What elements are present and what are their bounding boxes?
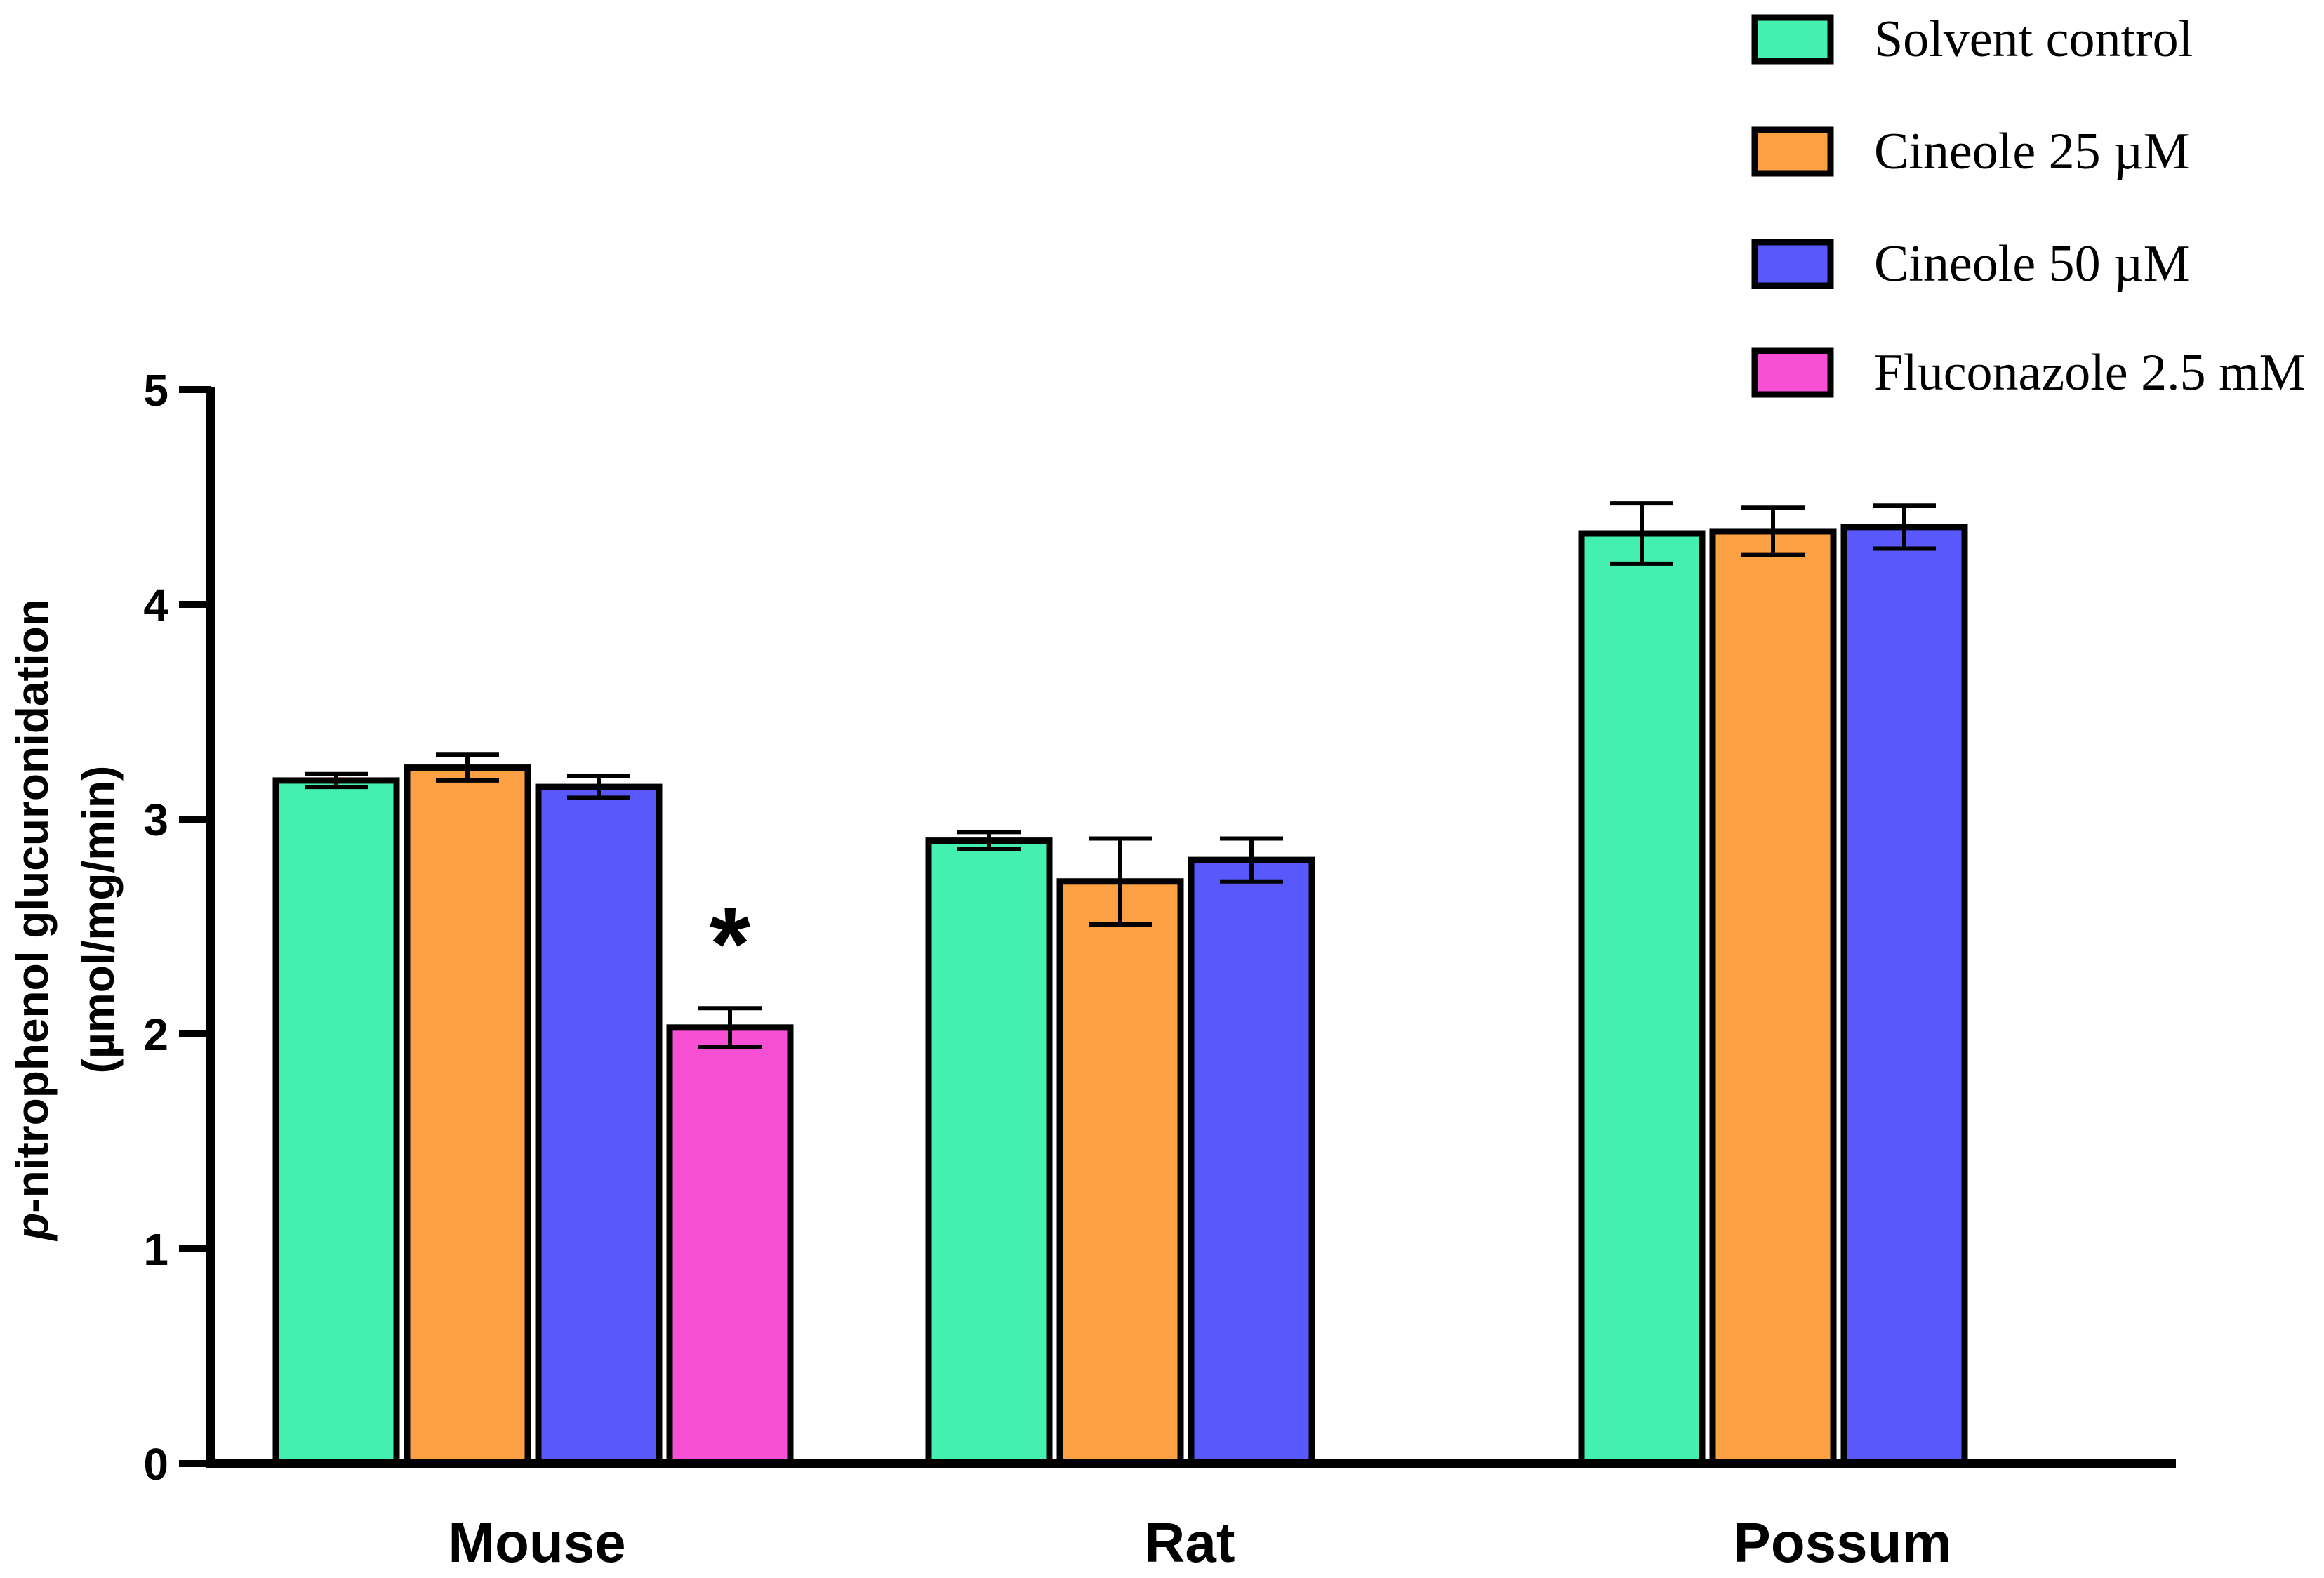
legend-swatch-1 <box>1751 14 1834 65</box>
y-tick-label: 4 <box>143 580 168 630</box>
bar-possum-3 <box>1840 524 1968 1467</box>
error-bar-mouse-1 <box>305 771 368 790</box>
legend: Solvent control Cineole 25 µM Cineole 50 µ… <box>1751 11 2306 402</box>
bar-possum-2 <box>1709 528 1837 1467</box>
bar-mouse-3 <box>535 783 663 1467</box>
bar-mouse-4 <box>666 1024 794 1467</box>
x-category-label-mouse: Mouse <box>448 1511 625 1574</box>
error-bar-mouse-4 <box>698 1006 762 1049</box>
error-bar-mouse-2 <box>436 752 499 783</box>
error-bar-possum-3 <box>1873 503 1936 551</box>
legend-label-1: Solvent control <box>1874 11 2193 68</box>
error-bar-possum-2 <box>1741 505 1805 557</box>
bar-rat-1 <box>925 837 1053 1467</box>
legend-swatch-4 <box>1751 347 1834 398</box>
y-tick-label: 1 <box>143 1224 168 1275</box>
bar-mouse-2 <box>404 764 531 1467</box>
y-tick-label: 3 <box>143 795 168 845</box>
x-category-label-possum: Possum <box>1733 1511 1951 1574</box>
significance-marker-1: * <box>710 884 751 1002</box>
bar-mouse-1 <box>272 777 400 1467</box>
bar-possum-1 <box>1578 530 1706 1467</box>
error-bar-possum-1 <box>1610 501 1673 566</box>
error-bar-rat-3 <box>1220 836 1283 884</box>
y-tick-label: 2 <box>143 1009 168 1060</box>
y-axis-label-units: (µmol/mg/min) <box>73 766 124 1074</box>
error-bar-mouse-3 <box>567 774 630 800</box>
y-axis-label-main: -nitrophenol glucuronidation <box>7 599 58 1213</box>
y-tick-label: 5 <box>143 365 168 416</box>
error-bar-rat-1 <box>957 830 1021 851</box>
legend-swatch-3 <box>1751 239 1834 289</box>
x-category-label-rat: Rat <box>1145 1511 1235 1574</box>
y-axis-label-italic: p <box>7 1213 58 1242</box>
legend-label-4: Fluconazole 2.5 mM <box>1874 344 2306 402</box>
y-axis-label: p-nitrophenol glucuronidation <box>7 599 58 1242</box>
error-bar-rat-2 <box>1089 836 1152 927</box>
y-tick-label: 0 <box>143 1439 168 1490</box>
legend-label-3: Cineole 50 µM <box>1874 235 2190 293</box>
legend-swatch-2 <box>1751 126 1834 177</box>
bar-rat-2 <box>1056 878 1184 1467</box>
legend-label-2: Cineole 25 µM <box>1874 123 2190 180</box>
bar-rat-3 <box>1188 856 1315 1467</box>
